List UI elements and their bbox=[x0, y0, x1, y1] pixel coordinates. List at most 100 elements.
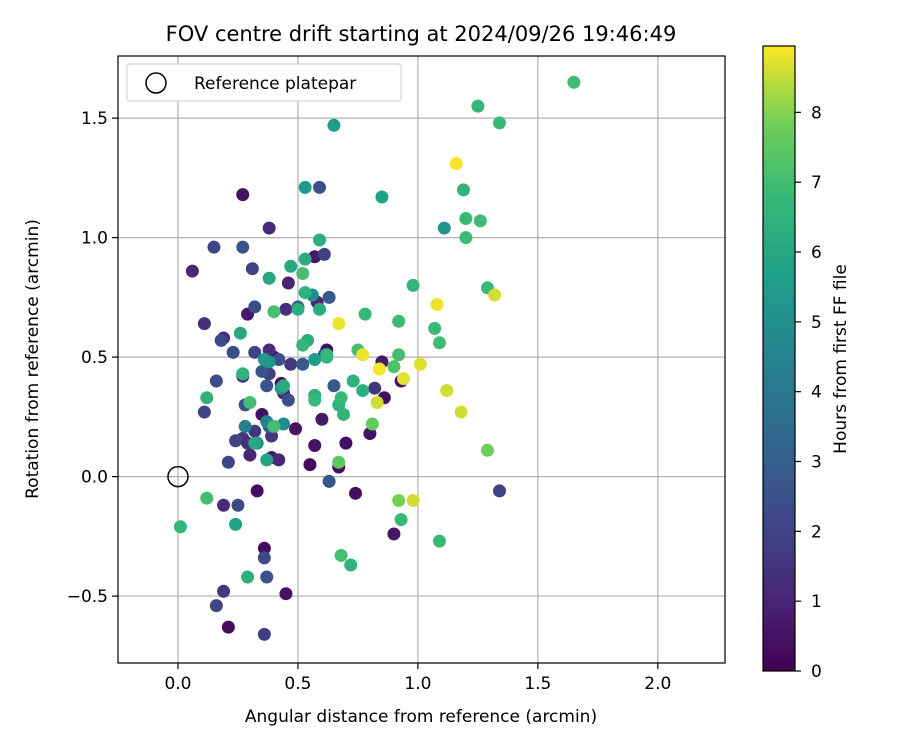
y-tick-label: 1.5 bbox=[81, 109, 108, 129]
scatter-point bbox=[456, 183, 470, 197]
scatter-point bbox=[428, 321, 442, 335]
scatter-point bbox=[370, 396, 384, 410]
colorbar-tick-label: 3 bbox=[811, 453, 822, 473]
scatter-point bbox=[260, 570, 274, 584]
scatter-point bbox=[356, 348, 370, 362]
colorbar-tick-label: 4 bbox=[811, 383, 822, 403]
scatter-point bbox=[197, 317, 211, 331]
scatter-point bbox=[413, 357, 427, 371]
scatter-point bbox=[358, 307, 372, 321]
scatter-point bbox=[296, 338, 310, 352]
scatter-point bbox=[334, 391, 348, 405]
x-axis-label: Angular distance from reference (arcmin) bbox=[245, 707, 597, 727]
scatter-point bbox=[272, 453, 286, 467]
colorbar-tick-label: 1 bbox=[811, 592, 822, 612]
colorbar: 0 1 2 3 4 5 6 7 8 Hours from first FF file bbox=[762, 45, 851, 682]
scatter-point bbox=[221, 455, 235, 469]
scatter-point bbox=[197, 405, 211, 419]
scatter-point bbox=[339, 436, 353, 450]
colorbar-tick-label: 5 bbox=[811, 313, 822, 333]
scatter-points bbox=[173, 75, 581, 641]
scatter-point bbox=[243, 448, 257, 462]
scatter-point bbox=[332, 317, 346, 331]
scatter-point bbox=[231, 498, 245, 512]
scatter-point bbox=[255, 364, 269, 378]
scatter-point bbox=[214, 333, 228, 347]
scatter-point bbox=[248, 436, 262, 450]
scatter-point bbox=[289, 422, 303, 436]
scatter-point bbox=[260, 379, 274, 393]
scatter-point bbox=[392, 314, 406, 328]
chart-title: FOV centre drift starting at 2024/09/26 … bbox=[166, 22, 677, 46]
scatter-point bbox=[387, 527, 401, 541]
scatter-point bbox=[567, 75, 581, 89]
scatter-point bbox=[217, 584, 231, 598]
y-tick-label: 1.0 bbox=[81, 229, 108, 249]
y-axis-ticks: −0.5 0.0 0.5 1.0 1.5 bbox=[67, 109, 118, 607]
scatter-point bbox=[298, 252, 312, 266]
x-tick-label: 0.5 bbox=[284, 674, 311, 694]
x-tick-label: 1.0 bbox=[404, 674, 431, 694]
scatter-point bbox=[454, 405, 468, 419]
scatter-point bbox=[432, 336, 446, 350]
x-axis-ticks: 0.0 0.5 1.0 1.5 2.0 bbox=[164, 663, 671, 694]
scatter-point bbox=[392, 493, 406, 507]
scatter-point bbox=[226, 345, 240, 359]
scatter-point bbox=[375, 190, 389, 204]
x-tick-label: 1.5 bbox=[524, 674, 551, 694]
scatter-point bbox=[459, 212, 473, 226]
scatter-point bbox=[313, 233, 327, 247]
scatter-point bbox=[233, 326, 247, 340]
scatter-point bbox=[279, 302, 293, 316]
colorbar-label: Hours from first FF file bbox=[831, 264, 851, 454]
scatter-point bbox=[279, 587, 293, 601]
scatter-point bbox=[281, 393, 295, 407]
scatter-point bbox=[308, 439, 322, 453]
scatter-point bbox=[221, 620, 235, 634]
scatter-point bbox=[296, 357, 310, 371]
scatter-point bbox=[308, 393, 322, 407]
scatter-point bbox=[257, 353, 271, 366]
plot-area bbox=[117, 55, 726, 664]
scatter-point bbox=[473, 214, 487, 228]
scatter-point bbox=[492, 116, 506, 130]
colorbar-tick-label: 6 bbox=[811, 243, 822, 263]
scatter-point bbox=[315, 412, 329, 426]
scatter-point bbox=[284, 259, 298, 273]
y-tick-label: −0.5 bbox=[67, 587, 108, 607]
y-axis-label: Rotation from reference (arcmin) bbox=[23, 219, 43, 499]
scatter-point bbox=[200, 491, 214, 505]
scatter-point bbox=[320, 348, 334, 362]
colorbar-tick-label: 2 bbox=[811, 522, 822, 542]
reference-marker bbox=[167, 465, 189, 488]
scatter-point bbox=[236, 188, 250, 202]
colorbar-tick-label: 0 bbox=[811, 662, 822, 682]
scatter-point bbox=[248, 424, 262, 438]
legend-label: Reference platepar bbox=[194, 74, 356, 94]
colorbar-tick-label: 8 bbox=[811, 103, 822, 123]
scatter-point bbox=[241, 570, 255, 584]
legend-box bbox=[126, 63, 402, 102]
scatter-point bbox=[281, 276, 295, 290]
scatter-point bbox=[346, 374, 360, 388]
scatter-point bbox=[313, 180, 327, 194]
scatter-point bbox=[277, 379, 291, 393]
scatter-point bbox=[173, 520, 187, 534]
scatter-point bbox=[322, 474, 336, 488]
legend: Reference platepar bbox=[126, 63, 402, 102]
plot-frame bbox=[117, 55, 726, 664]
scatter-point bbox=[248, 300, 262, 314]
scatter-point bbox=[356, 384, 370, 398]
scatter-point bbox=[406, 493, 420, 507]
scatter-point bbox=[332, 455, 346, 469]
scatter-point bbox=[257, 627, 271, 641]
scatter-point bbox=[229, 434, 243, 448]
x-tick-label: 0.0 bbox=[164, 674, 191, 694]
x-tick-label: 2.0 bbox=[644, 674, 671, 694]
colorbar-tick-label: 7 bbox=[811, 173, 822, 193]
scatter-point bbox=[394, 513, 408, 527]
scatter-point bbox=[480, 443, 494, 457]
scatter-point bbox=[200, 391, 214, 405]
scatter-point bbox=[308, 353, 322, 366]
